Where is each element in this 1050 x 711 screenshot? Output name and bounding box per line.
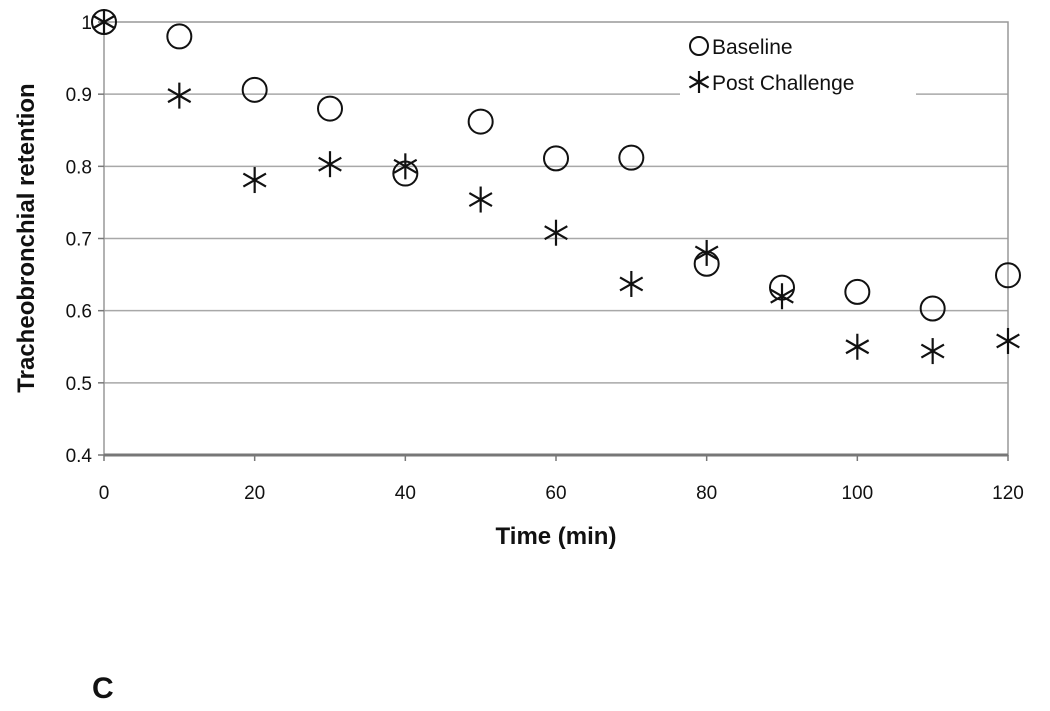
data-point-post-challenge [619, 270, 644, 297]
legend: Baseline Post Challenge [680, 30, 916, 100]
data-point-post-challenge [92, 9, 116, 35]
legend-circle-marker [689, 36, 709, 56]
data-point-post-challenge [920, 338, 945, 365]
data-point-post-challenge [393, 153, 418, 180]
data-point-baseline [241, 76, 268, 103]
data-point-post-challenge [544, 219, 568, 246]
legend-background [680, 30, 916, 100]
x-tick-label: 60 [545, 483, 566, 504]
y-axis-title: Tracheobronchial retention [13, 83, 40, 392]
data-point-post-challenge [996, 327, 1020, 354]
panel-label: C [92, 672, 114, 705]
x-tick-label: 80 [696, 483, 717, 504]
y-axis-ticks: 0.4 0.5 0.6 0.7 0.8 0.9 1 [66, 13, 104, 467]
y-tick-label: 0.9 [66, 85, 92, 106]
data-point-post-challenge [318, 151, 342, 178]
x-tick-label: 100 [841, 483, 873, 504]
legend-label-baseline: Baseline [712, 36, 793, 59]
y-tick-label: 0.5 [66, 374, 92, 395]
data-point-post-challenge [242, 167, 267, 194]
data-point-baseline [317, 95, 343, 122]
y-tick-label: 0.7 [66, 230, 92, 251]
y-tick-label: 0.6 [66, 302, 92, 323]
x-axis-title: Time (min) [496, 523, 617, 550]
x-tick-label: 40 [395, 483, 416, 504]
data-point-baseline [618, 144, 645, 171]
data-point-post-challenge [770, 283, 794, 310]
y-tick-label: 0.8 [66, 157, 92, 178]
legend-label-post-challenge: Post Challenge [712, 72, 854, 95]
data-point-baseline [995, 262, 1021, 289]
data-point-baseline [919, 295, 946, 322]
y-tick-label: 0.4 [66, 446, 93, 467]
data-point-baseline [467, 108, 494, 135]
y-tick-label: 1 [81, 13, 92, 34]
legend-marker-post-challenge [688, 71, 710, 93]
series-baseline [91, 9, 1021, 322]
data-point-baseline [543, 145, 569, 172]
data-point-post-challenge [845, 333, 870, 360]
x-axis-ticks: 0 20 40 60 80 100 120 [99, 455, 1024, 504]
data-point-post-challenge [468, 186, 493, 213]
data-point-post-challenge [167, 82, 192, 109]
data-point-baseline [166, 23, 193, 50]
legend-asterisk-marker [688, 71, 710, 93]
data-point-baseline [844, 278, 871, 305]
x-tick-label: 20 [244, 483, 265, 504]
x-tick-label: 120 [992, 483, 1024, 504]
series-post-challenge [92, 9, 1020, 365]
data-point-post-challenge [694, 239, 719, 266]
legend-marker-baseline [689, 36, 709, 56]
x-tick-label: 0 [99, 483, 110, 504]
